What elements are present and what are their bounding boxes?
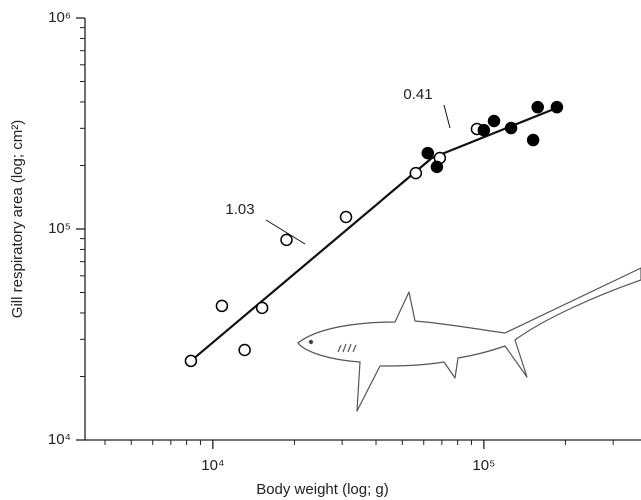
data-point: [526, 133, 540, 147]
data-point: [255, 301, 269, 315]
data-point: [550, 100, 564, 114]
data-point: [487, 114, 501, 128]
data-point: [531, 100, 544, 114]
fit-line: [431, 106, 558, 160]
data-point: [339, 210, 353, 224]
data-point: [421, 146, 435, 160]
y-axis-title: Gill respiratory area (log; cm²): [9, 120, 26, 318]
x-tick-label: 10⁵: [472, 457, 495, 474]
fit-slope-label: 0.41: [403, 86, 432, 103]
fit-line: [190, 157, 433, 362]
fit-slope-label: 1.03: [225, 201, 254, 218]
data-point: [504, 121, 518, 135]
x-tick-label: 10⁴: [201, 457, 224, 474]
data-point: [215, 299, 229, 313]
data-point: [184, 354, 198, 368]
data-point: [477, 123, 491, 137]
data-point: [280, 233, 293, 247]
y-tick-label: 10⁵: [48, 220, 71, 237]
data-point: [430, 160, 444, 174]
annotation-leader: [443, 104, 451, 129]
y-tick-label: 10⁴: [48, 431, 71, 448]
annotation-leader: [265, 219, 306, 245]
data-point: [238, 343, 251, 357]
y-tick-label: 10⁶: [48, 9, 71, 26]
data-point: [409, 166, 423, 180]
x-axis-title: Body weight (log; g): [256, 481, 389, 498]
shark-illustration: [297, 267, 641, 412]
